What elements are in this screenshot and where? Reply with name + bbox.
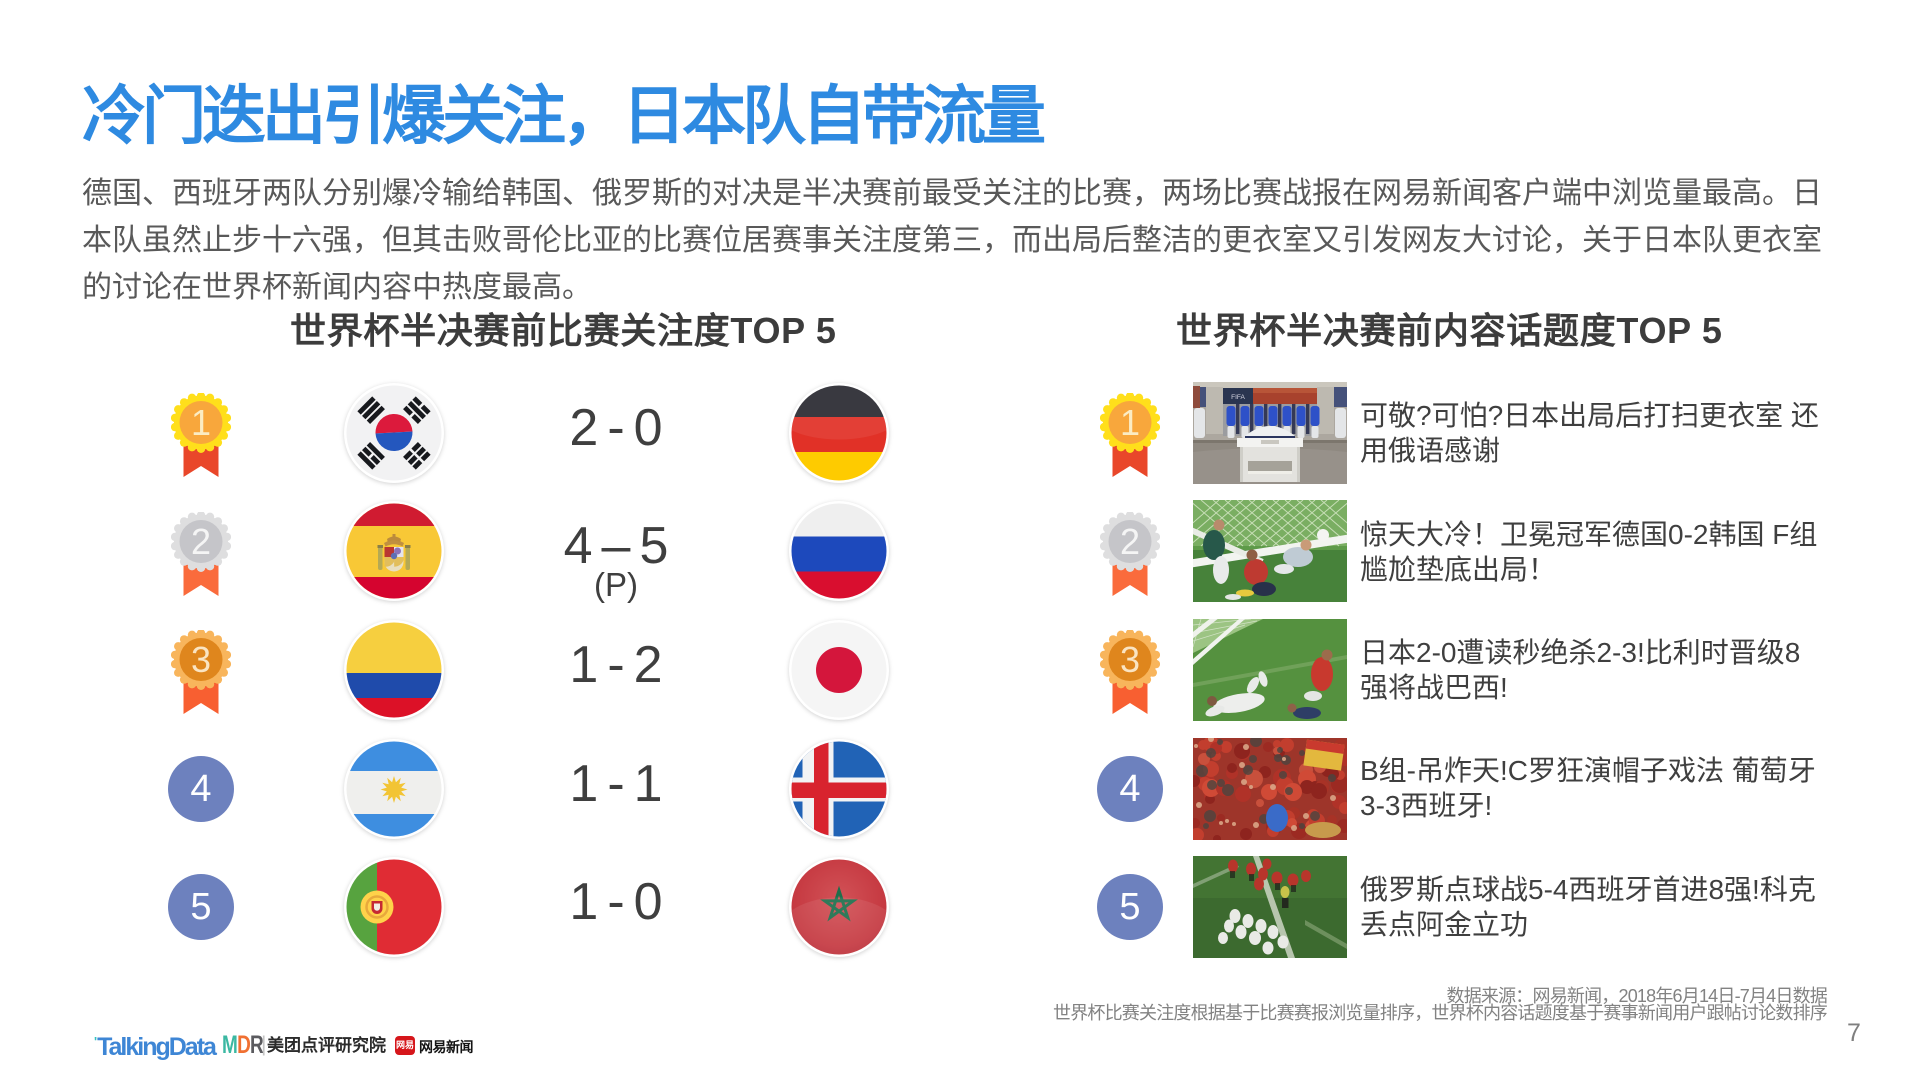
svg-text:3: 3 [1120,639,1140,680]
svg-text:1: 1 [191,402,211,443]
svg-text:FIFA: FIFA [1231,394,1245,401]
svg-text:2: 2 [1120,521,1140,562]
svg-text:1: 1 [1120,402,1140,443]
svg-text:2: 2 [191,521,211,562]
svg-text:3: 3 [191,639,211,680]
